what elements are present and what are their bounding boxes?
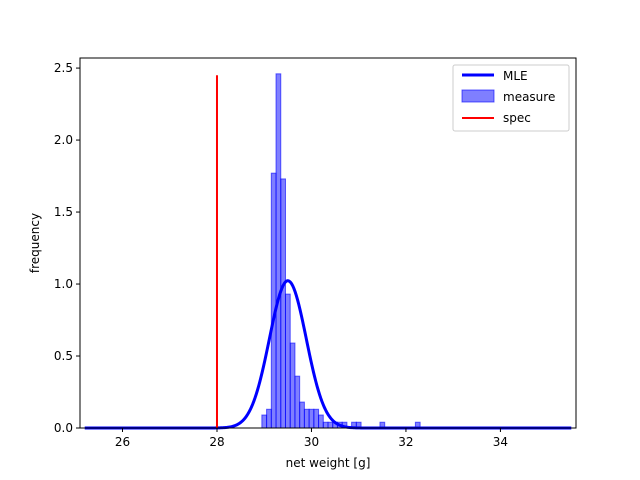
histogram-bar bbox=[318, 414, 324, 429]
x-axis-ticks: 26 28 30 32 34 bbox=[115, 428, 508, 449]
y-tick-label: 0.5 bbox=[54, 349, 73, 363]
histogram-bar bbox=[327, 421, 334, 429]
x-tick-label: 32 bbox=[398, 435, 413, 449]
plot-frame bbox=[79, 57, 577, 429]
x-tick-label: 28 bbox=[209, 435, 224, 449]
histogram-bar bbox=[280, 178, 286, 429]
histogram-bar bbox=[322, 421, 329, 429]
histogram-bar bbox=[308, 408, 315, 429]
legend-box bbox=[452, 64, 570, 132]
legend-measure-swatch bbox=[461, 89, 495, 103]
y-tick-label: 1.0 bbox=[54, 277, 73, 291]
legend-mle-label: MLE bbox=[503, 69, 528, 83]
histogram-bar bbox=[284, 293, 291, 429]
histogram-bar bbox=[299, 401, 305, 429]
y-tick-label: 1.5 bbox=[54, 205, 73, 219]
x-tick-label: 34 bbox=[493, 435, 508, 449]
y-tick-label: 2.0 bbox=[54, 133, 73, 147]
histogram-bar bbox=[313, 408, 320, 429]
mle-curve bbox=[84, 279, 572, 430]
histogram-bar bbox=[261, 414, 268, 429]
histogram-bar bbox=[266, 408, 272, 429]
y-tick-label: 0.0 bbox=[54, 421, 73, 435]
y-tick-label: 2.5 bbox=[54, 61, 73, 75]
x-axis-label: net weight [g] bbox=[286, 456, 371, 470]
histogram-bar bbox=[303, 408, 310, 429]
histogram-bar bbox=[270, 172, 277, 429]
y-axis-label: frequency bbox=[28, 213, 42, 273]
legend: MLE measure spec bbox=[452, 64, 570, 132]
histogram-bars bbox=[261, 73, 421, 429]
histogram-bar bbox=[289, 342, 296, 429]
x-tick-label: 30 bbox=[304, 435, 319, 449]
histogram-bar bbox=[294, 375, 301, 429]
x-tick-label: 26 bbox=[115, 435, 130, 449]
y-axis-ticks: 0.0 0.5 1.0 1.5 2.0 2.5 bbox=[54, 61, 80, 435]
legend-measure-label: measure bbox=[503, 90, 555, 104]
histogram-bar bbox=[275, 73, 282, 429]
legend-spec-label: spec bbox=[503, 111, 531, 125]
